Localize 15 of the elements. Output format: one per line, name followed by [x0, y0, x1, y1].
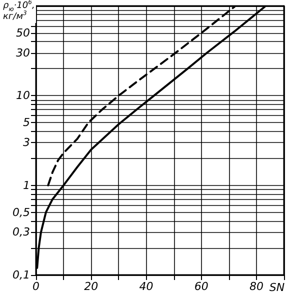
x-tick-label: 60 — [194, 280, 208, 293]
y-tick-label: 3 — [23, 136, 30, 150]
y-tick-label: 30 — [16, 46, 30, 60]
x-tick-label: 40 — [139, 280, 154, 293]
x-axis-title: SN — [269, 281, 285, 294]
y-tick-label: 50 — [16, 26, 30, 40]
y-tick-label: 1 — [23, 178, 30, 192]
y-tick-label: 0,5 — [12, 206, 30, 219]
y-tick-label: 0,3 — [12, 226, 30, 239]
y-tick-label: 10 — [16, 89, 30, 102]
x-tick-label: 80 — [249, 280, 264, 293]
x-tick-label: 20 — [84, 280, 98, 293]
y-tick-label: 0,1 — [12, 268, 30, 282]
y-tick-label: 5 — [23, 116, 30, 130]
x-tick-label: 0 — [32, 280, 40, 293]
